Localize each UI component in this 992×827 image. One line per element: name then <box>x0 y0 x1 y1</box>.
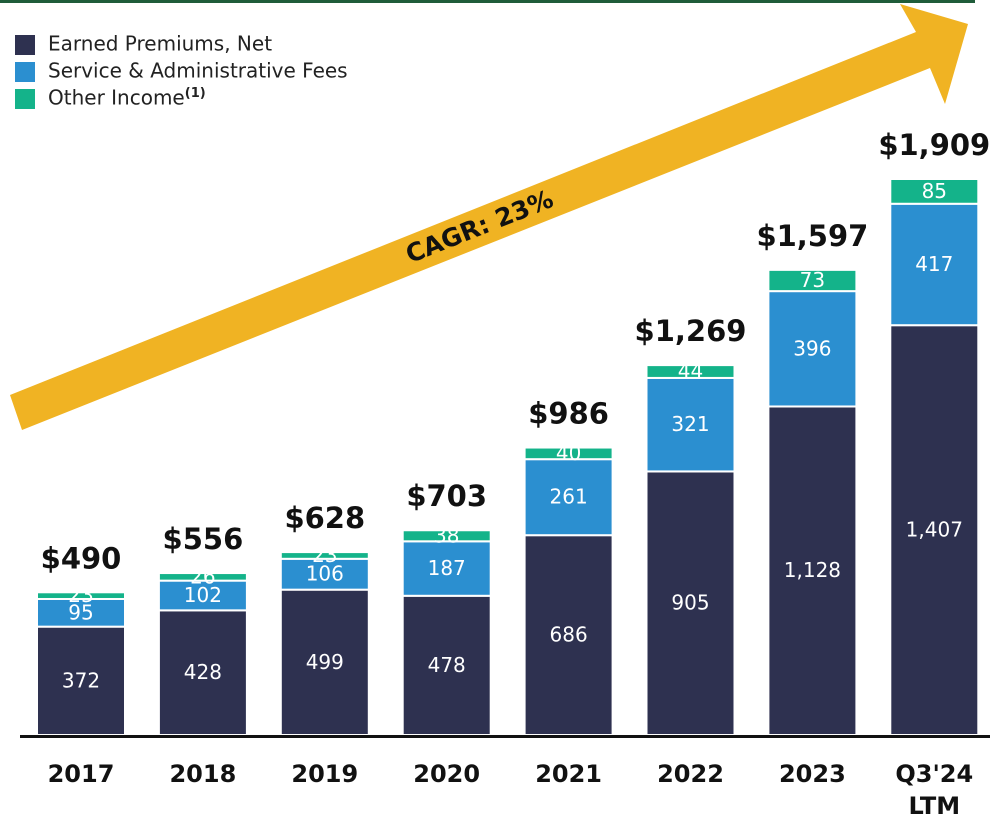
value-label: 38 <box>434 523 459 547</box>
value-label: 905 <box>671 591 709 615</box>
value-label: 478 <box>428 653 466 677</box>
value-label: 372 <box>62 668 100 692</box>
bar-segment <box>157 609 248 737</box>
value-label: 396 <box>793 336 831 360</box>
value-label: 499 <box>306 650 344 674</box>
x-tick-label: Q3'24 LTM <box>895 760 974 820</box>
bar-segment <box>767 268 858 293</box>
bar-segment <box>279 551 370 560</box>
value-label: 85 <box>922 179 947 203</box>
bar-segment <box>767 290 858 408</box>
value-label: 73 <box>800 268 825 292</box>
total-label: $1,909 <box>878 128 990 162</box>
total-label: $703 <box>406 479 487 513</box>
total-label: $628 <box>284 501 365 535</box>
bar-segment <box>645 376 736 473</box>
x-tick-label: 2020 <box>413 760 481 788</box>
value-label: 102 <box>184 583 222 607</box>
value-label: 187 <box>428 556 466 580</box>
value-label: 321 <box>671 412 709 436</box>
legend-swatch <box>15 62 35 82</box>
x-tick-label: 2021 <box>535 760 602 788</box>
value-label: 23 <box>312 543 337 567</box>
cagr-arrow <box>10 4 968 430</box>
legend-label: Earned Premiums, Net <box>48 32 272 56</box>
total-label: $986 <box>528 397 609 431</box>
bar-segment <box>36 591 126 600</box>
total-label: $490 <box>41 541 122 575</box>
legend-label: Other Income(1) <box>48 86 206 110</box>
legend-swatch <box>15 89 35 109</box>
total-label: $1,269 <box>635 314 747 348</box>
value-label: 40 <box>556 441 581 465</box>
bar-segment <box>523 446 614 461</box>
cagr-label: CAGR: 23% <box>402 184 558 269</box>
x-tick-label: 2019 <box>291 760 359 788</box>
total-label: $556 <box>163 522 244 556</box>
legend-label: Service & Administrative Fees <box>48 59 348 83</box>
bar-segment <box>523 458 614 537</box>
value-label: 428 <box>184 660 222 684</box>
bar-segment <box>279 588 370 737</box>
value-label: 261 <box>550 485 588 509</box>
legend-swatch <box>15 35 35 55</box>
bar-segment <box>36 625 126 737</box>
bar-segment <box>889 202 980 327</box>
bar-segment <box>157 579 248 612</box>
bar-segment <box>767 405 858 736</box>
value-label: 686 <box>550 623 588 647</box>
x-tick-label: 2017 <box>47 760 115 788</box>
total-label: $1,597 <box>756 219 868 253</box>
bar-segment <box>889 324 980 736</box>
bar-segment <box>401 540 492 597</box>
value-label: 26 <box>190 564 215 588</box>
value-label: 417 <box>915 252 953 276</box>
bar-segment <box>645 470 736 736</box>
value-label: 44 <box>678 359 703 383</box>
value-label: 1,128 <box>784 558 841 582</box>
bar-segment <box>645 364 736 379</box>
x-tick-label: 2022 <box>657 760 724 788</box>
value-label: 106 <box>306 562 344 586</box>
value-label: 23 <box>68 583 93 607</box>
bar-segment <box>157 572 248 582</box>
bar-segment <box>401 529 492 543</box>
value-label: 95 <box>68 600 93 624</box>
value-label: 1,407 <box>906 518 963 542</box>
x-tick-label: 2023 <box>778 760 846 788</box>
bar-segment <box>279 557 370 591</box>
x-tick-label: 2018 <box>169 760 237 788</box>
legend-superscript: (1) <box>185 86 206 101</box>
bar-segment <box>889 178 980 205</box>
